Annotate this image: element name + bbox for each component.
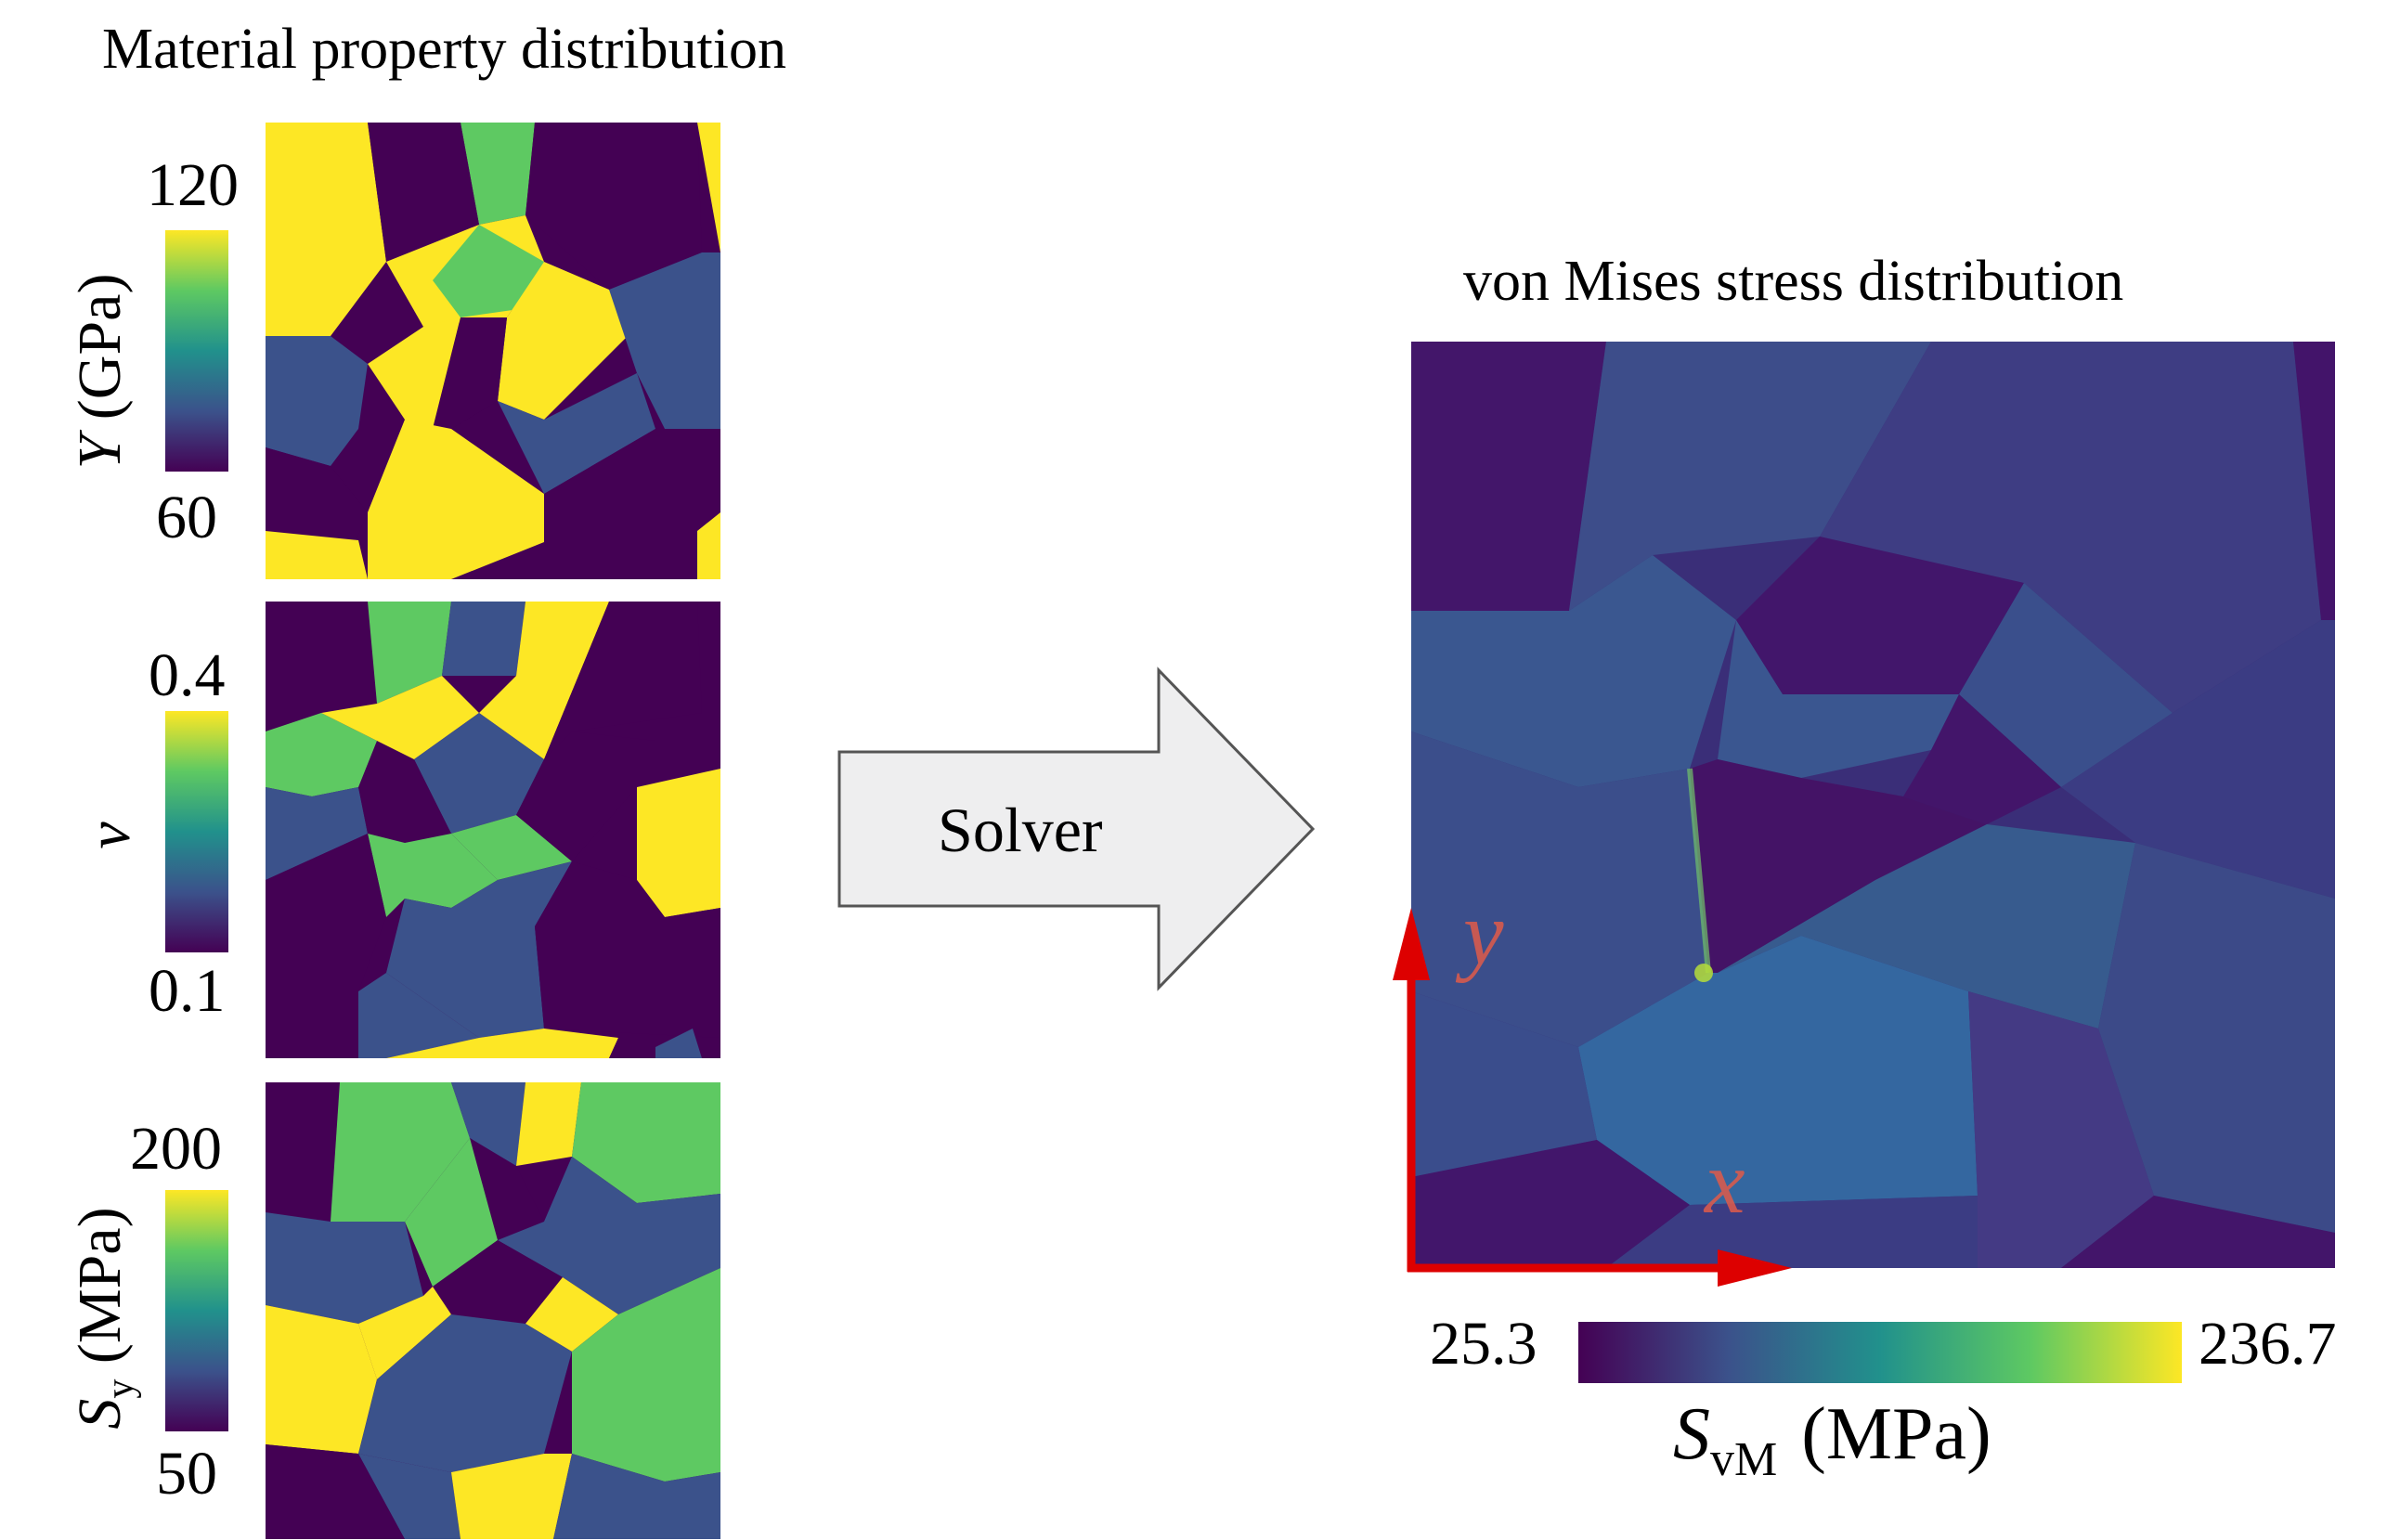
poisson-ratio-map [266,602,720,1058]
yield-strength-map [266,1082,720,1539]
nu-colorbar-max: 0.4 [149,641,226,709]
nu-colorbar [165,711,228,952]
sy-colorbar [165,1190,228,1431]
solver-label: Solver [938,795,1103,865]
x-axis-label: x [1705,1132,1745,1233]
svm-colorbar-min: 25.3 [1430,1310,1537,1378]
ym-axis-label: Y (GPa) [66,273,134,470]
ym-colorbar-min: 60 [156,484,217,551]
ym-colorbar [165,230,228,472]
svm-colorbar-max: 236.7 [2199,1310,2337,1378]
sy-colorbar-min: 50 [156,1440,217,1508]
von-mises-map [1411,342,2335,1268]
nu-axis-label: ν [75,822,143,849]
solver-arrow [836,666,1318,991]
stress-title: von Mises stress distribution [1463,250,2124,313]
material-property-title: Material property distribution [102,18,786,81]
svm-colorbar [1578,1322,2182,1383]
nu-colorbar-min: 0.1 [149,957,226,1025]
youngs-modulus-map [266,123,720,579]
sy-colorbar-max: 200 [130,1115,222,1183]
axis-arrows [1383,900,1810,1290]
y-axis-label: y [1463,884,1504,984]
